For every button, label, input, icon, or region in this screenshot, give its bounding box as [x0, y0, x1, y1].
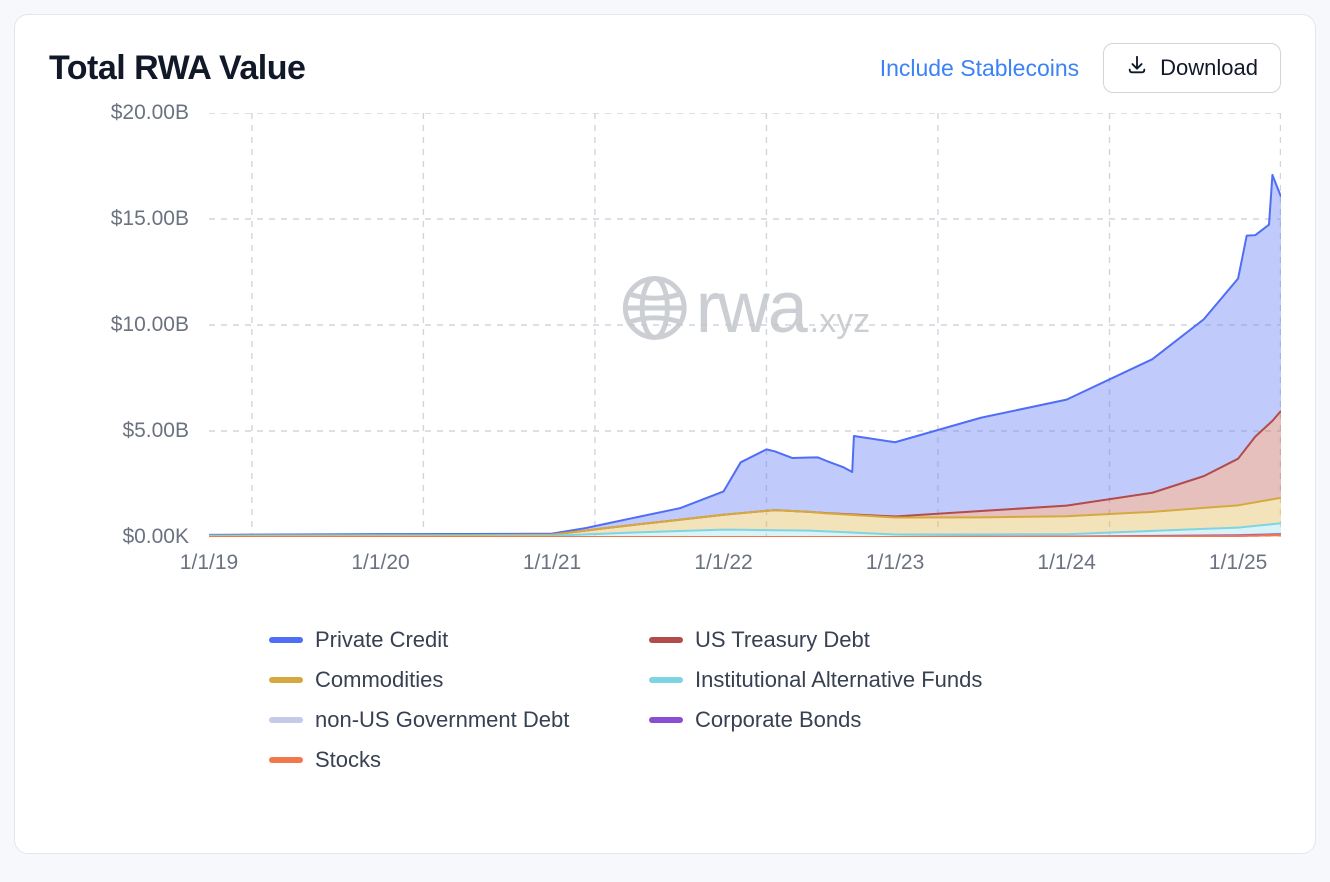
x-tick-label: 1/1/24	[1037, 551, 1095, 575]
legend-swatch	[269, 637, 303, 643]
download-button[interactable]: Download	[1103, 43, 1281, 93]
legend-label: Institutional Alternative Funds	[695, 667, 982, 693]
y-tick-label: $20.00B	[111, 101, 189, 125]
y-tick-label: $10.00B	[111, 313, 189, 337]
legend-swatch	[649, 717, 683, 723]
chart-svg	[209, 113, 1281, 537]
legend: Private Credit US Treasury Debt Commoditie…	[269, 627, 1281, 773]
x-tick-label: 1/1/19	[180, 551, 238, 575]
legend-item-private-credit[interactable]: Private Credit	[269, 627, 649, 653]
legend-label: Private Credit	[315, 627, 448, 653]
y-tick-label: $0.00K	[122, 525, 189, 549]
y-tick-label: $5.00B	[122, 419, 189, 443]
chart-card: Total RWA Value Include Stablecoins Down…	[14, 14, 1316, 854]
y-tick-label: $15.00B	[111, 207, 189, 231]
x-tick-label: 1/1/22	[694, 551, 752, 575]
card-header: Total RWA Value Include Stablecoins Down…	[49, 43, 1281, 93]
legend-item-institutional-alt-funds[interactable]: Institutional Alternative Funds	[649, 667, 1129, 693]
include-stablecoins-link[interactable]: Include Stablecoins	[880, 55, 1079, 82]
legend-label: US Treasury Debt	[695, 627, 870, 653]
legend-swatch	[649, 637, 683, 643]
plot-region: rwa .xyz	[209, 113, 1281, 537]
x-axis-labels: 1/1/191/1/201/1/211/1/221/1/231/1/241/1/…	[209, 543, 1281, 583]
legend-item-non-us-gov-debt[interactable]: non-US Government Debt	[269, 707, 649, 733]
x-tick-label: 1/1/21	[523, 551, 581, 575]
y-axis-labels: $0.00K$5.00B$10.00B$15.00B$20.00B	[49, 103, 199, 537]
legend-item-commodities[interactable]: Commodities	[269, 667, 649, 693]
legend-swatch	[269, 677, 303, 683]
header-actions: Include Stablecoins Download	[880, 43, 1281, 93]
chart-area: $0.00K $5.00B $10.00B $15.00B $20.00B rwa .x…	[49, 103, 1281, 583]
legend-label: Corporate Bonds	[695, 707, 861, 733]
legend-item-us-treasury-debt[interactable]: US Treasury Debt	[649, 627, 1129, 653]
legend-label: Stocks	[315, 747, 381, 773]
legend-swatch	[269, 757, 303, 763]
download-icon	[1126, 54, 1148, 82]
legend-item-corporate-bonds[interactable]: Corporate Bonds	[649, 707, 1129, 733]
legend-swatch	[269, 717, 303, 723]
legend-swatch	[649, 677, 683, 683]
x-tick-label: 1/1/25	[1209, 551, 1267, 575]
legend-label: Commodities	[315, 667, 443, 693]
download-label: Download	[1160, 55, 1258, 81]
x-tick-label: 1/1/23	[866, 551, 924, 575]
x-tick-label: 1/1/20	[351, 551, 409, 575]
legend-item-stocks[interactable]: Stocks	[269, 747, 649, 773]
legend-label: non-US Government Debt	[315, 707, 569, 733]
chart-title: Total RWA Value	[49, 49, 305, 88]
